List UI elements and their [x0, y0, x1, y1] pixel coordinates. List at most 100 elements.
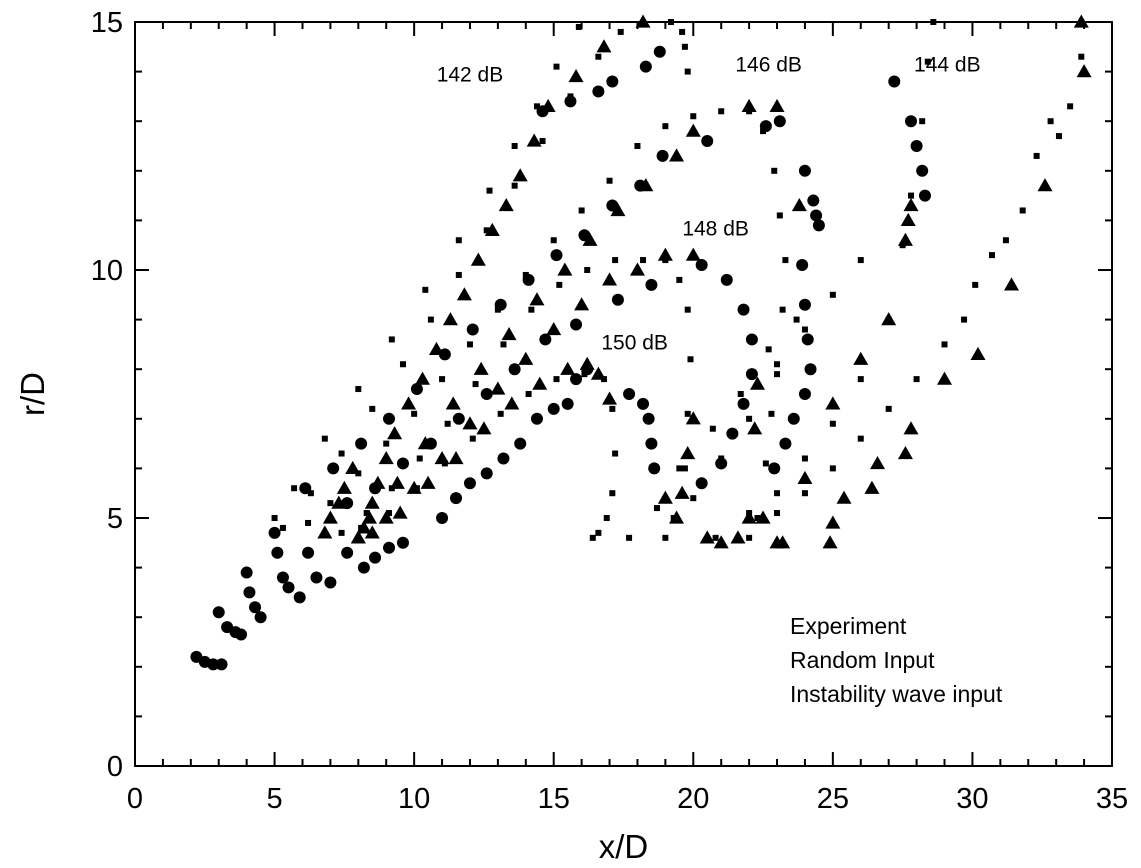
square-point [363, 510, 370, 517]
triangle-point [674, 485, 690, 499]
square-point [606, 177, 613, 184]
y-axis-title: r/D [14, 372, 51, 416]
circle-point [466, 323, 479, 336]
circle-point [480, 467, 493, 480]
circle-point [254, 611, 267, 624]
circle-point [606, 75, 619, 88]
square-point [500, 341, 507, 348]
square-point [774, 490, 781, 497]
triangle-point [864, 480, 880, 494]
square-point [681, 43, 688, 50]
square-point [941, 341, 948, 348]
triangle-point [317, 525, 333, 539]
triangle-point [797, 470, 813, 484]
triangle-point [657, 247, 673, 261]
square-point [762, 460, 769, 467]
x-tick-label: 30 [956, 783, 988, 815]
circle-point [452, 412, 465, 425]
square-point [1067, 103, 1074, 110]
square-point [609, 405, 616, 412]
triangle-point [401, 396, 417, 410]
circle-point [798, 298, 811, 311]
circle-point [480, 388, 493, 400]
triangle-point [822, 535, 838, 549]
square-point [383, 440, 390, 447]
triangle-point [881, 312, 897, 326]
triangle-point [755, 510, 771, 524]
square-point [801, 490, 808, 497]
square-point [388, 336, 395, 343]
contour-label: 142 dB [437, 64, 504, 87]
circle-point [369, 551, 382, 564]
triangle-point [900, 212, 916, 227]
contour-label: 146 dB [735, 54, 802, 77]
square-point [455, 237, 462, 244]
triangle-point [560, 361, 576, 375]
triangle-point [579, 356, 595, 370]
square-point [511, 182, 518, 189]
triangle-point [392, 505, 408, 519]
triangle-point [657, 490, 673, 504]
contour-label: 150 dB [601, 331, 668, 354]
circle-point [268, 526, 281, 539]
labels-layer: 0 5 10 15 20 25 30 35 0 5 10 15 x/D r/D 142 dB 146 dB 14… [14, 7, 1128, 865]
triangle-point [1004, 277, 1020, 291]
circle-point [656, 149, 669, 162]
triangle-point [526, 133, 542, 147]
square-point [765, 346, 772, 353]
square-point [497, 410, 504, 417]
triangle-point [685, 247, 701, 261]
triangle-point [476, 421, 492, 435]
triangle-point [769, 98, 785, 112]
square-point [679, 28, 686, 35]
square-point [684, 410, 691, 417]
triangle-point [602, 391, 618, 405]
circle-point [282, 581, 295, 594]
circle-point [383, 412, 396, 425]
triangle-point [590, 366, 606, 380]
triangle-point [836, 490, 852, 504]
legend: Experiment Random Input Instability wave i… [790, 613, 1003, 707]
square-point [466, 341, 473, 348]
circle-point [592, 85, 605, 98]
square-point [829, 291, 836, 298]
circle-point [436, 512, 449, 524]
circle-point [645, 437, 658, 450]
square-point [640, 257, 647, 264]
square-point [1055, 133, 1062, 140]
square-point [539, 138, 546, 145]
contour-label: 148 dB [682, 217, 749, 240]
triangle-point [406, 480, 422, 494]
square-point [885, 405, 892, 412]
square-point [595, 529, 602, 536]
triangle-point [557, 262, 573, 276]
square-point [913, 376, 920, 383]
square-point [338, 529, 345, 536]
triangle-point [730, 530, 746, 544]
square-point [919, 118, 926, 125]
legend-entry: Random Input [790, 647, 935, 673]
triangle-point [1037, 178, 1053, 192]
triangle-point [448, 450, 464, 465]
square-point [1078, 53, 1085, 60]
triangle-point [610, 202, 626, 217]
square-point [1033, 152, 1040, 159]
triangle-point [629, 262, 645, 276]
square-point [338, 450, 345, 457]
circle-point [910, 140, 923, 152]
square-point [321, 435, 328, 442]
triangle-point [378, 510, 394, 524]
triangle-point [470, 252, 486, 266]
square-point [972, 281, 979, 288]
triangle-point [699, 530, 715, 544]
circle-point [623, 388, 636, 400]
square-point [754, 515, 761, 521]
square-point [801, 455, 808, 462]
triangle-point [741, 510, 757, 524]
square-point [709, 425, 716, 432]
triangle-point [417, 436, 433, 450]
triangle-point [546, 322, 562, 336]
square-point [793, 316, 800, 323]
square-point [676, 276, 683, 283]
